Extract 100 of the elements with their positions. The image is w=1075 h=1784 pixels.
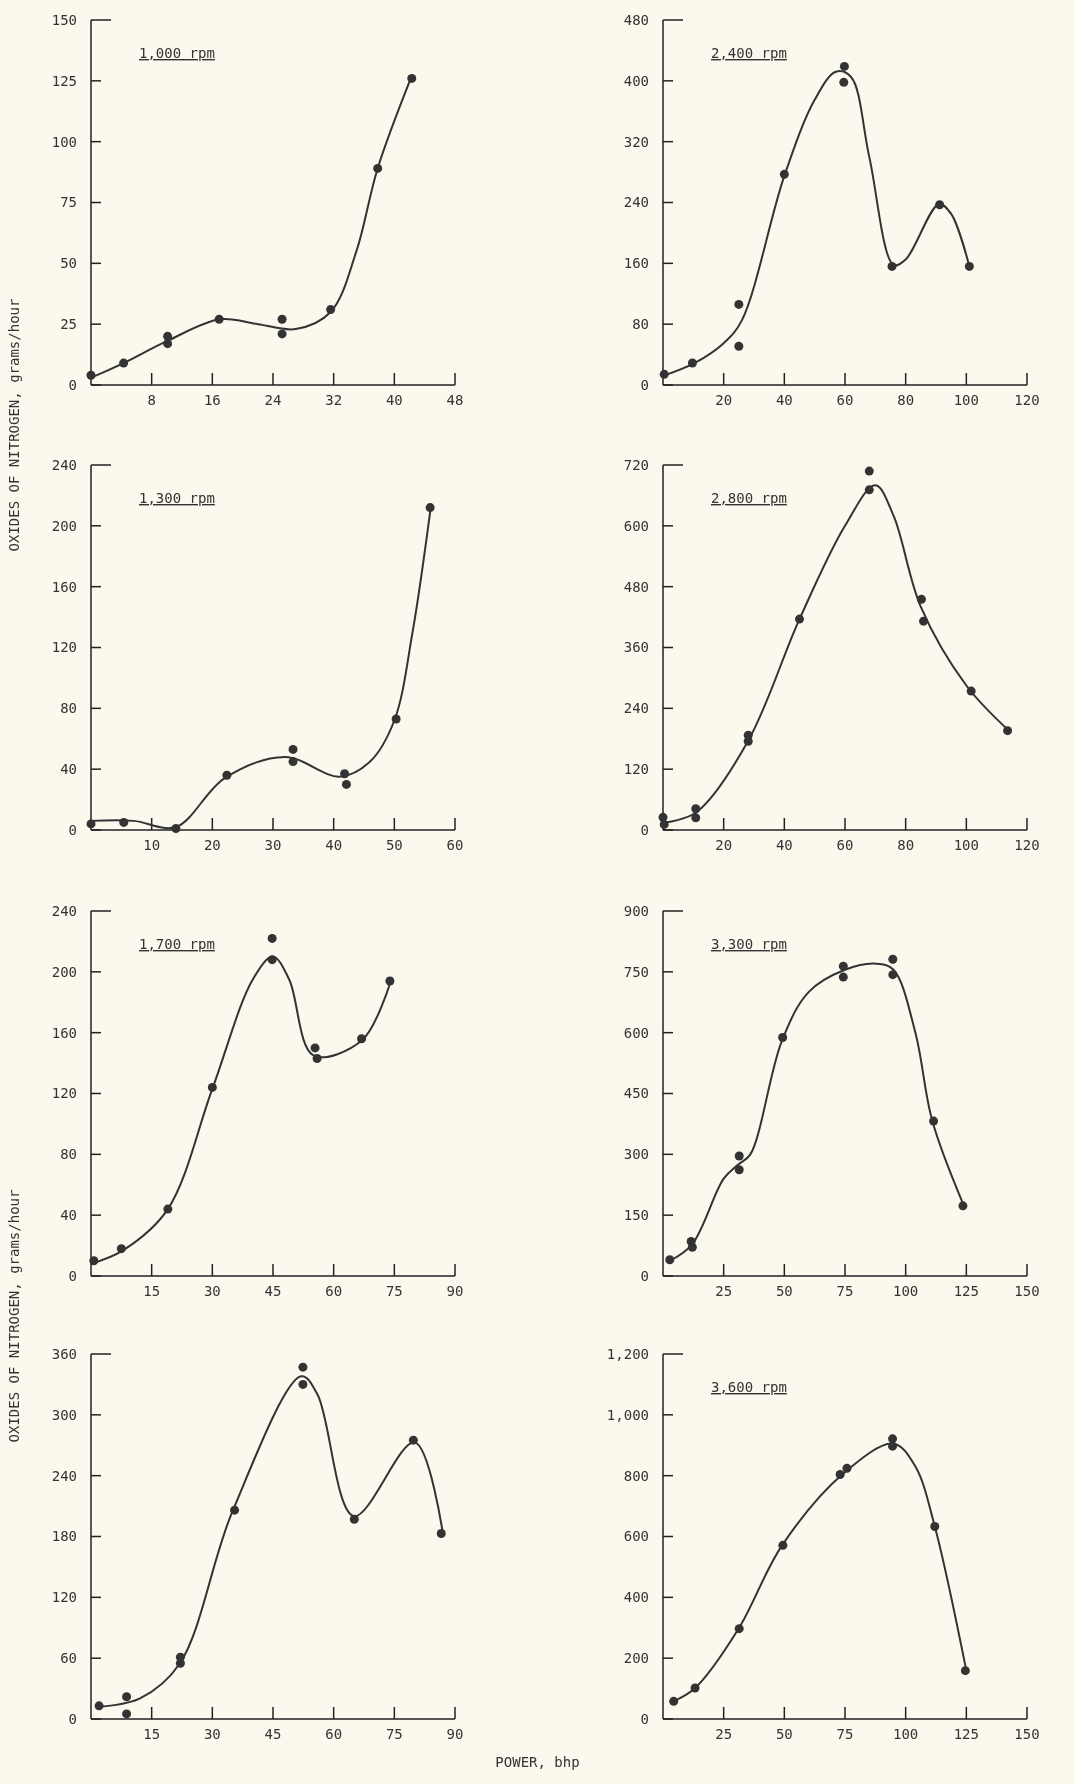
x-tick-label: 75 [385, 1283, 403, 1299]
x-tick-label: 30 [203, 1283, 221, 1299]
y-tick-label: 160 [51, 1024, 77, 1041]
x-tick-label: 80 [897, 392, 915, 408]
y-tick-label: 750 [623, 963, 649, 980]
x-tick-label: 100 [953, 392, 979, 408]
y-tick-label: 0 [68, 1267, 77, 1284]
x-tick-label: 30 [203, 1726, 221, 1742]
x-tick-label: 75 [385, 1726, 403, 1742]
point [734, 341, 744, 351]
y-tick-label: 160 [51, 578, 77, 595]
text: 2,800 rpm [711, 490, 787, 506]
point [659, 819, 669, 829]
x-tick-label: 40 [775, 392, 793, 408]
y-tick-label: 120 [51, 1589, 77, 1606]
text: 3,300 rpm [711, 936, 787, 952]
text: 1,300 rpm [139, 490, 215, 506]
y-tick-label: 0 [68, 821, 77, 838]
x-tick-label: 25 [715, 1726, 733, 1742]
point [734, 1165, 744, 1175]
point [310, 1043, 320, 1053]
y-tick-label: 120 [51, 639, 77, 656]
x-tick-label: 100 [893, 1283, 919, 1299]
x-tick-label: 60 [446, 837, 464, 853]
y-tick-label: 360 [51, 1345, 77, 1362]
point [277, 329, 287, 339]
x-tick-label: 20 [715, 837, 733, 853]
x-tick-label: 60 [836, 392, 854, 408]
y-tick-label: 300 [623, 1146, 649, 1163]
x-tick-label: 15 [143, 1283, 161, 1299]
x-tick-label: 10 [143, 837, 161, 853]
x-tick-label: 120 [1014, 837, 1040, 853]
y-tick-label: 75 [60, 194, 77, 211]
y-tick-label: 160 [623, 255, 649, 272]
y-tick-label: 800 [623, 1467, 649, 1484]
y-tick-label: 150 [51, 11, 77, 28]
x-tick-label: 100 [893, 1726, 919, 1742]
y-tick-label: 100 [51, 133, 77, 150]
x-tick-label: 80 [897, 837, 915, 853]
x-tick-label: 100 [953, 837, 979, 853]
y-tick-label: 1,000 [606, 1406, 649, 1423]
point [839, 61, 849, 71]
x-tick-label: 150 [1014, 1726, 1040, 1742]
y-tick-label: 400 [623, 72, 649, 89]
x-tick-label: 50 [775, 1726, 793, 1742]
x-axis-title: POWER, bhp [495, 1754, 580, 1770]
x-tick-label: 20 [203, 837, 221, 853]
y-tick-label: 0 [640, 376, 649, 393]
y-tick-label: 900 [623, 902, 649, 919]
x-tick-label: 90 [446, 1283, 464, 1299]
point [839, 77, 849, 87]
y-tick-label: 80 [632, 316, 649, 333]
x-tick-label: 120 [1014, 392, 1040, 408]
y-tick-label: 0 [68, 1710, 77, 1727]
y-tick-label: 80 [60, 700, 77, 717]
point [122, 1709, 132, 1719]
point [298, 1379, 308, 1389]
x-tick-label: 8 [147, 392, 156, 408]
point [277, 314, 287, 324]
x-tick-label: 125 [953, 1283, 979, 1299]
x-tick-label: 45 [264, 1726, 282, 1742]
text: 3,600 rpm [711, 1379, 787, 1395]
point [267, 933, 277, 943]
y-tick-label: 240 [623, 194, 649, 211]
x-tick-label: 24 [264, 392, 282, 408]
x-tick-label: 16 [203, 392, 221, 408]
x-tick-label: 20 [715, 392, 733, 408]
x-tick-label: 150 [1014, 1283, 1040, 1299]
point [734, 299, 744, 309]
x-tick-label: 40 [775, 837, 793, 853]
x-tick-label: 50 [385, 837, 403, 853]
point [691, 813, 701, 823]
x-tick-label: 90 [446, 1726, 464, 1742]
text: 1,000 rpm [139, 45, 215, 61]
y-tick-label: 50 [60, 255, 77, 272]
y-tick-label: 600 [623, 517, 649, 534]
x-tick-label: 32 [325, 392, 343, 408]
y-tick-label: 720 [623, 456, 649, 473]
y-tick-label: 240 [51, 1467, 77, 1484]
y-tick-label: 0 [640, 1267, 649, 1284]
point [298, 1362, 308, 1372]
point [888, 954, 898, 964]
y-tick-label: 40 [60, 761, 77, 778]
y-tick-label: 60 [60, 1650, 77, 1667]
y-tick-label: 200 [51, 517, 77, 534]
y-tick-label: 600 [623, 1024, 649, 1041]
y-tick-label: 1,200 [606, 1345, 649, 1362]
point [122, 1692, 132, 1702]
y-tick-label: 150 [623, 1207, 649, 1224]
x-tick-label: 48 [446, 392, 464, 408]
y-tick-label: 25 [60, 316, 77, 333]
point [288, 744, 298, 754]
x-tick-label: 60 [325, 1283, 343, 1299]
y-axis-title: OXIDES OF NITROGEN, grams/hour [6, 298, 22, 552]
x-tick-label: 50 [775, 1283, 793, 1299]
y-tick-label: 40 [60, 1207, 77, 1224]
text: 2,400 rpm [711, 45, 787, 61]
x-tick-label: 75 [836, 1726, 854, 1742]
y-tick-label: 125 [51, 72, 77, 89]
y-tick-label: 240 [623, 700, 649, 717]
